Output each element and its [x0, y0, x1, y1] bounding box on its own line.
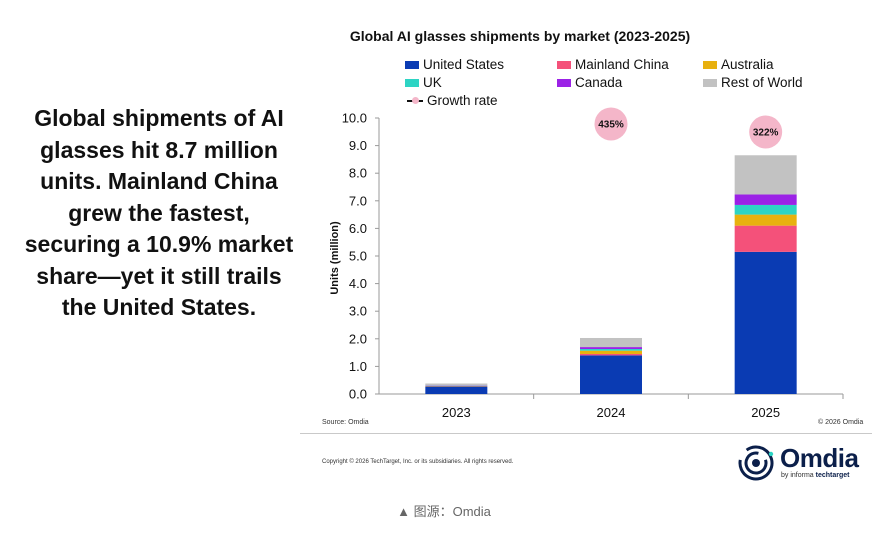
growth-rate-marker [594, 107, 628, 141]
chart-bars [425, 155, 797, 394]
legend-item-uk: UK [405, 75, 442, 90]
x-tick-label: 2023 [442, 405, 471, 420]
y-tick-label: 2.0 [349, 331, 367, 346]
legend-item-canada: Canada [557, 75, 622, 90]
chart-source: Source: Omdia [322, 419, 369, 426]
bar-segment-canada [580, 347, 642, 350]
y-axis-title: Units (million) [329, 221, 341, 295]
legend-swatch-uk [405, 78, 419, 87]
x-tick-label: 2025 [751, 405, 780, 420]
y-tick-label: 3.0 [349, 304, 367, 319]
x-tick-label: 2024 [597, 405, 626, 420]
growth-rate-label: 322% [753, 128, 779, 139]
y-axis-title-group: Units (million) [329, 221, 341, 295]
bar-segment-mainland-china [580, 353, 642, 356]
bar-segment-united-states [734, 251, 797, 394]
y-tick-label: 9.0 [349, 138, 367, 153]
legend-item-growth-rate: Growth rate [407, 93, 498, 108]
legend-swatch-united-states [405, 60, 419, 69]
omdia-logo: Omdia by informa techtarget [738, 443, 878, 485]
bar-segment-australia [580, 350, 642, 354]
omdia-byline: by informa techtarget [781, 472, 849, 479]
chart-growth-markers: 435% 322% [594, 107, 783, 149]
growth-rate-label: 435% [598, 120, 624, 131]
legend-label-uk: UK [423, 75, 442, 90]
legend-swatch-mainland-china [557, 60, 571, 69]
legend-label-mainland-china: Mainland China [575, 57, 669, 72]
headline-text: Global shipments of AI glasses hit 8.7 m… [24, 105, 294, 320]
omdia-wordmark: Omdia [780, 443, 859, 473]
bar-segment-uk [734, 204, 797, 215]
growth-rate-marker [749, 115, 783, 149]
legend-item-united-states: United States [405, 57, 504, 72]
chart-legend: United States Mainland China Australia U… [405, 57, 845, 109]
chart-tick-labels: 0.0 1.0 2.0 3.0 4.0 5.0 6.0 7.0 8.0 9.0 10.0 2023 20… [342, 111, 780, 421]
y-tick-label: 1.0 [349, 359, 367, 374]
legend-label-growth-rate: Growth rate [427, 93, 498, 108]
legend-label-rest-of-world: Rest of World [721, 75, 803, 90]
chart-title: Global AI glasses shipments by market (2… [349, 28, 691, 44]
legend-swatch-rest-of-world [703, 78, 717, 87]
bar-segment-canada [734, 194, 797, 205]
legend-line-growth-rate [407, 96, 423, 106]
bar-segment-rest-of-world [580, 337, 642, 348]
footer-divider [300, 433, 872, 434]
footer-copyright: Copyright © 2026 TechTarget, Inc. or its… [322, 459, 514, 465]
omdia-byline-informa: by informa [781, 472, 814, 479]
legend-label-united-states: United States [423, 57, 505, 72]
omdia-byline-techtarget: techtarget [815, 472, 850, 479]
legend-label-australia: Australia [721, 57, 774, 72]
bar-segment-united-states [580, 355, 642, 394]
legend-label-canada: Canada [575, 75, 623, 90]
y-tick-label: 0.0 [349, 387, 367, 402]
y-tick-label: 4.0 [349, 276, 367, 291]
legend-item-rest-of-world: Rest of World [703, 75, 803, 90]
omdia-logo-icon [738, 445, 774, 481]
chart-copyright: © 2026 Omdia [818, 419, 864, 426]
legend-item-australia: Australia [703, 57, 774, 72]
bar-segment-australia [734, 214, 797, 226]
image-caption: ▲ 图源：Omdia [397, 504, 491, 519]
y-tick-label: 6.0 [349, 221, 367, 236]
bar-segment-mainland-china [734, 225, 797, 252]
bar-segment-uk [580, 349, 642, 351]
legend-item-mainland-china: Mainland China [557, 57, 669, 72]
y-tick-label: 5.0 [349, 249, 367, 264]
bar-segment-rest-of-world [425, 383, 488, 386]
y-tick-label: 8.0 [349, 166, 367, 181]
y-tick-label: 10.0 [342, 111, 367, 126]
bar-segment-united-states [425, 386, 488, 394]
legend-swatch-canada [557, 78, 571, 87]
legend-swatch-australia [703, 60, 717, 69]
bar-segment-rest-of-world [734, 155, 797, 195]
y-tick-label: 7.0 [349, 193, 367, 208]
